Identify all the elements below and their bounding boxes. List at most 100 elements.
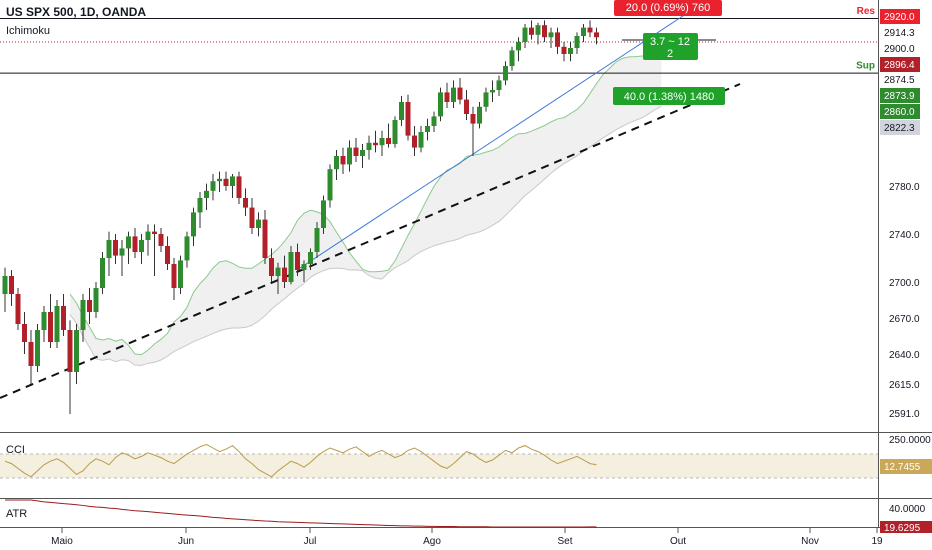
candle-body [2,276,8,294]
ichimoku-cloud [70,55,662,366]
candle-body [477,106,482,124]
candle-body [139,240,144,252]
candle-body [399,102,404,120]
candle-body [438,92,443,117]
time-label: Ago [423,536,441,547]
time-label: Out [670,536,686,547]
ichimoku-span-a [69,55,662,356]
ichimoku-span-b [69,105,662,366]
candle-body [509,50,515,66]
candle-body [405,102,411,136]
candle-body [28,342,34,366]
candle-body [392,120,398,144]
candle-body [379,138,385,146]
candle-body [106,240,112,258]
candle-body [243,198,248,208]
candle-body [295,252,300,270]
atr-tick: 40.0000 [889,504,926,515]
price-tick-label: 2740.0 [889,230,920,241]
candle-body [418,132,424,148]
candle-body [152,231,157,234]
price-tick-label: 2780.0 [889,182,920,193]
candle-body [561,46,567,54]
candle-body [210,181,216,191]
candle-body [587,27,593,33]
level-value: 2860.0 [884,107,915,118]
candle-body [321,200,326,228]
measure-label-red [614,0,722,16]
measure-text-red: 20.0 (0.69%) 760 [626,2,710,14]
candle-body [282,267,287,282]
cci-line [4,443,597,478]
time-label: Jul [304,536,317,547]
candle-body [35,330,40,366]
candle-body [126,236,131,249]
range-text-2: 2 [667,48,673,60]
candle-body [119,248,125,256]
candle-body [178,260,183,288]
candle-body [275,267,281,276]
level-tag [880,88,920,103]
atr-value: 19.6295 [884,523,921,534]
candle-body [347,147,352,165]
candle-body [217,178,222,182]
candle-body [496,80,502,90]
candle-body [535,25,541,35]
candle-body [184,236,190,261]
candle-body [483,92,489,107]
candle-body [249,207,255,228]
level-value: 2874.5 [884,75,915,86]
candle-body [516,42,521,51]
candle-body [373,142,378,146]
time-label: Set [557,536,572,547]
ichimoku-label: Ichimoku [6,25,51,37]
level-name: Sup [856,61,875,72]
candle-body [522,27,528,42]
candle-body [581,27,586,36]
candle-body [15,294,21,324]
time-label: Maio [51,536,73,547]
candle-body [54,306,60,342]
time-label: Nov [801,536,819,547]
candle-body [165,246,170,264]
candle-body [542,25,547,38]
candle-body [158,234,164,246]
candle-body [74,330,79,372]
candle-body [132,236,138,252]
atr-value-tag [880,521,932,533]
level-tag [880,41,920,56]
candle-body [574,36,580,48]
level-tag [880,104,920,119]
candle-body [191,212,196,237]
candle-body [9,276,14,294]
candle-body [555,32,560,47]
price-tick-label: 2615.0 [889,380,920,391]
candle-body [262,219,268,258]
atr-title: ATR [6,508,27,520]
level-tag [880,25,920,40]
symbol-title: US SPX 500, 1D, OANDA [6,5,147,19]
time-label: 19 [871,536,883,547]
level-value: 2920.0 [884,12,915,23]
candle-body [353,147,359,156]
candle-body [314,228,320,252]
blue-trendline [299,7,696,269]
candle-body [334,156,339,170]
candle-body [61,306,66,330]
level-tag [880,57,920,72]
candle-body [366,142,372,150]
candle-body [171,264,177,288]
measure-text-green: 40.0 (1.38%) 1480 [624,91,715,103]
candle-body [568,48,573,54]
candle-body [503,66,508,81]
candle-body [204,190,209,198]
level-name: Res [857,6,876,17]
candle-body [464,99,469,114]
candle-body [230,176,235,186]
candle-body [100,258,105,288]
level-tag [880,120,920,135]
candle-body [412,135,417,148]
candle-body [490,90,495,93]
level-tag [880,72,920,87]
